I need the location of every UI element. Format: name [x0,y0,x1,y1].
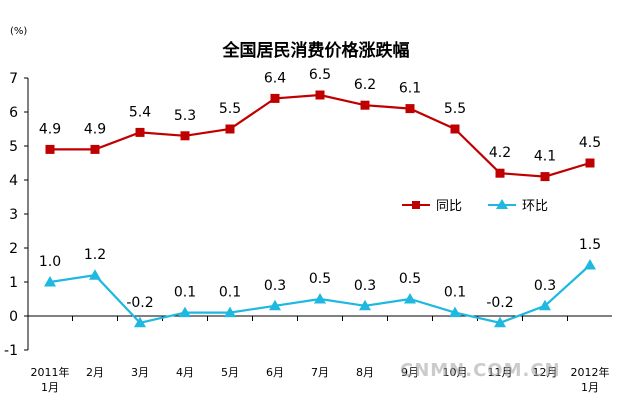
data-point-marker [405,104,415,114]
x-tick-label: 10月 [443,366,468,379]
data-label: 6.5 [309,67,331,83]
data-point-marker [179,306,191,318]
data-label: 4.1 [534,149,556,165]
data-point-marker [314,293,326,304]
y-tick-label: 4 [9,173,18,189]
data-point-marker [44,276,56,287]
legend: 同比 环比 [402,199,548,214]
x-tick-label: 6月 [266,366,284,379]
data-label: 5.5 [444,101,466,117]
data-point-marker [90,144,100,154]
x-tick-label: 7月 [311,366,329,379]
data-point-marker [315,90,325,100]
x-tick-label-line2: 1月 [581,381,599,394]
data-point-marker [540,172,550,182]
x-tick-label-line2: 1月 [41,381,59,394]
data-point-marker [269,299,281,311]
data-label: 1.2 [84,247,106,263]
data-point-marker [89,269,101,280]
data-point-marker [359,299,371,311]
data-label: 0.3 [264,278,286,294]
x-tick-label: 12月 [533,366,558,379]
data-label: 0.3 [354,278,376,294]
data-label: 5.3 [174,108,196,124]
legend-marker [496,199,508,209]
data-label: -0.2 [126,295,153,311]
data-point-marker [584,259,596,270]
data-label: 4.5 [579,135,601,151]
data-label: 4.9 [39,121,61,137]
data-point-marker [495,168,505,178]
data-label: 0.5 [309,271,331,287]
data-point-marker [135,127,145,137]
data-label: 4.9 [84,121,106,137]
x-tick-label: 4月 [176,366,194,379]
watermark: CNMN.COM.CN [400,360,561,381]
data-label: 6.2 [354,77,376,93]
x-tick-label: 2012年 [571,365,610,379]
legend-label: 环比 [522,199,548,214]
data-point-marker [134,316,146,328]
y-unit-label: (%) [10,26,28,37]
data-label: 6.4 [264,70,286,86]
data-label: 4.2 [489,145,511,161]
y-tick-label: 6 [9,105,18,121]
data-label: 5.5 [219,101,241,117]
data-label: 0.5 [399,271,421,287]
x-tick-label: 5月 [221,366,239,379]
y-tick-label: -1 [4,343,18,359]
data-label: 0.1 [219,285,241,301]
data-point-marker [45,144,55,154]
x-tick-label: 8月 [356,366,374,379]
x-tick-label: 3月 [131,366,149,379]
x-tick-label: 2011年 [31,365,70,379]
data-label: 6.1 [399,81,421,97]
y-tick-label: 0 [9,309,18,325]
data-label: 0.1 [174,285,196,301]
chart-title: 全国居民消费价格涨跌幅 [222,41,410,61]
x-tick-label: 2月 [86,366,104,379]
data-labels: 4.9 4.9 5.4 5.3 5.5 6.4 6.5 6.2 6.1 5.5 4.2 4.1 4.5 1… [39,67,601,311]
data-label: 0.1 [444,285,466,301]
x-tick-label: 9月 [401,366,419,379]
data-point-marker [270,93,280,103]
data-point-marker [494,316,506,328]
y-tick-label: 2 [9,241,18,257]
data-label: 1.5 [579,237,601,253]
y-tick-label: 5 [9,139,18,155]
legend-label: 同比 [436,199,462,214]
y-tick-label: 1 [9,275,18,291]
axes: -1 0 1 2 3 4 5 6 7 2011年 1月 2月 3月 4月 5月 6月 7月 8月 9月 10月 11月 1… [4,71,612,394]
data-point-marker [360,100,370,110]
y-tick-label: 3 [9,207,18,223]
legend-marker [412,201,420,209]
data-point-marker [224,306,236,318]
y-tick-label: 7 [9,71,18,87]
data-label: 0.3 [534,278,556,294]
data-point-marker [539,299,551,311]
data-point-marker [225,124,235,134]
data-point-marker [180,131,190,141]
data-point-marker [449,306,461,318]
data-label: 5.4 [129,104,151,120]
data-point-marker [404,293,416,304]
data-point-marker [450,124,460,134]
data-point-marker [585,158,595,168]
data-label: -0.2 [486,295,513,311]
x-tick-label: 11月 [488,366,513,379]
series-lines [44,90,596,328]
data-label: 1.0 [39,254,61,270]
